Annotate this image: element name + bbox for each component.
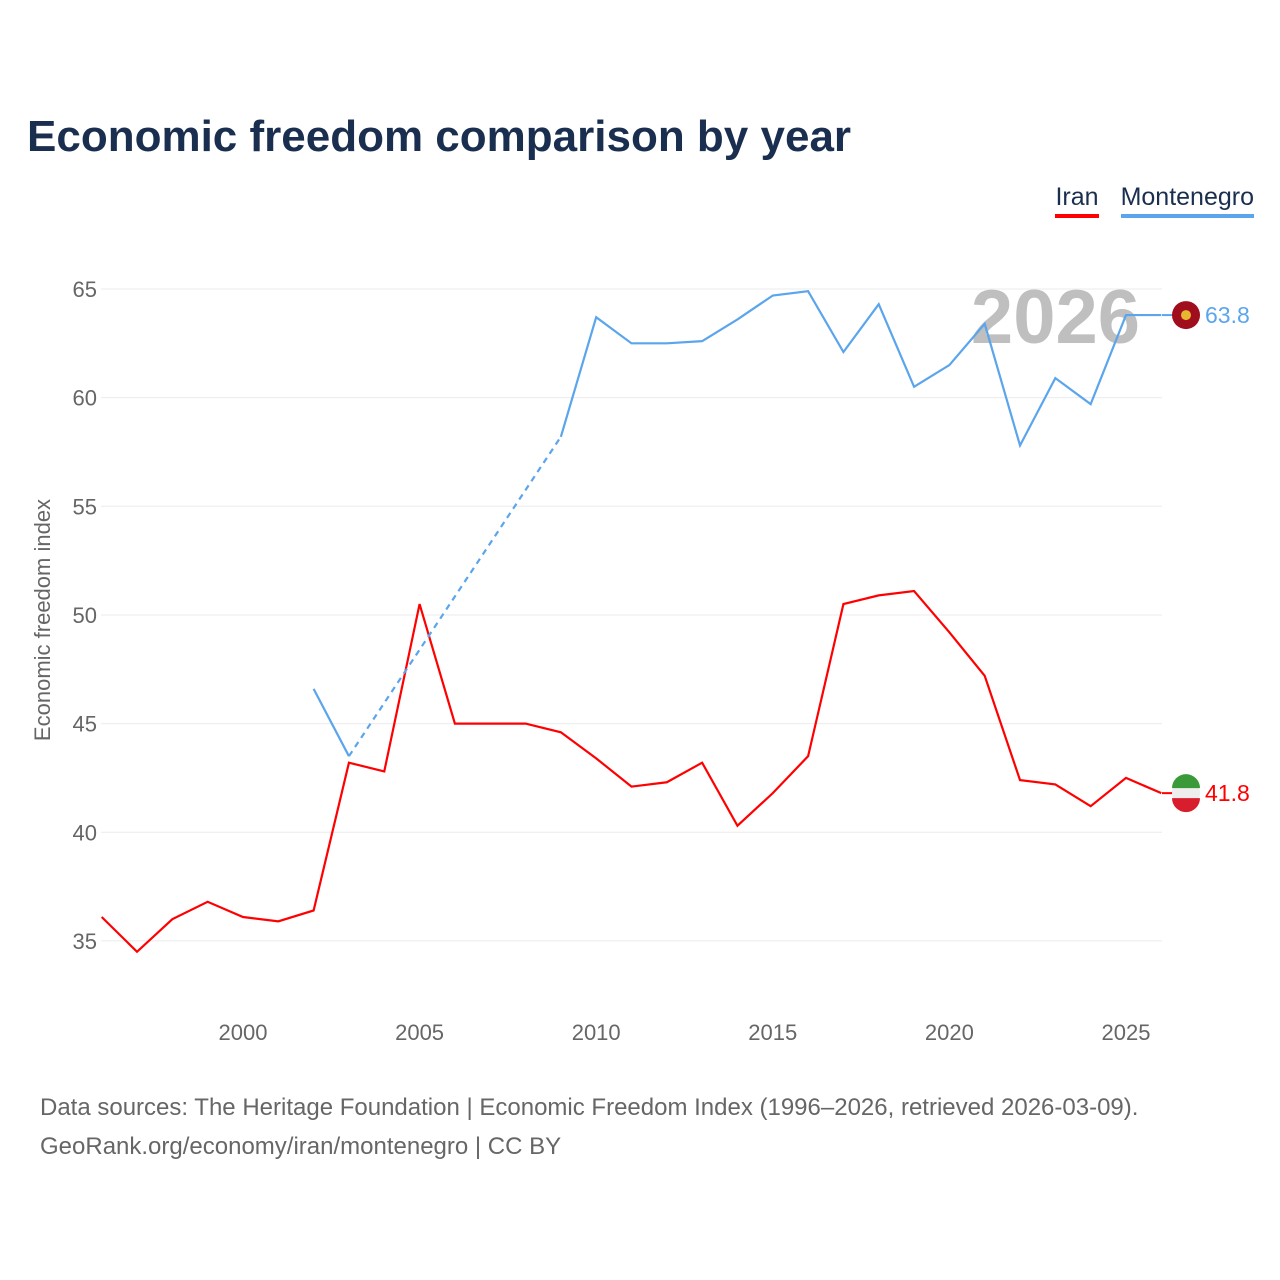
x-tick-label: 2015 [748,1020,797,1045]
flag-stripe-red [1172,798,1200,813]
flag-emblem [1181,310,1191,321]
x-tick-label: 2010 [572,1020,621,1045]
y-tick-label: 65 [73,277,97,302]
legend: Iran Montenegro [1055,183,1254,218]
legend-montenegro[interactable]: Montenegro [1120,183,1254,218]
flag-stripe-green [1172,774,1200,789]
series-gap-montenegro [348,436,562,757]
source-text: Data sources: The Heritage Foundation | … [40,1094,1139,1121]
page-title: Economic freedom comparison by year [27,112,852,161]
y-tick-label: 35 [73,929,97,954]
y-tick-label: 45 [73,712,97,737]
x-tick-label: 2020 [925,1020,974,1045]
year-watermark: 2026 [971,275,1140,360]
footer: Data sources: The Heritage Foundation | … [40,1088,1138,1166]
x-tick-label: 2025 [1102,1020,1151,1045]
y-axis-label: Economic freedom index [30,499,55,741]
series-line-iran [100,589,1162,954]
x-tick-label: 2000 [219,1020,268,1045]
end-value-label: 63.8 [1205,302,1250,328]
y-tick-label: 60 [73,386,97,411]
y-tick-label: 55 [73,494,97,519]
y-tick-label: 40 [73,820,97,845]
y-tick-label: 50 [73,603,97,628]
source-link[interactable]: GeoRank.org/economy/iran/montenegro | CC… [40,1133,562,1160]
legend-iran[interactable]: Iran [1055,183,1099,218]
series-line-montenegro [559,289,1162,449]
end-value-label: 41.8 [1205,780,1250,806]
series-line-montenegro [312,688,350,757]
x-tick-label: 2005 [395,1020,444,1045]
